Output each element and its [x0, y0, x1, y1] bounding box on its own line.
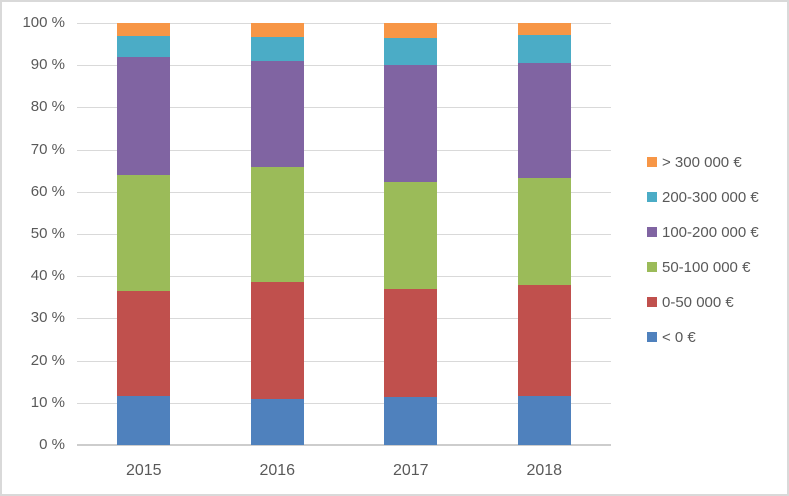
gridline-50 — [77, 234, 611, 235]
bar-segment-2017-50-100 000 € — [384, 182, 438, 289]
y-axis-tick-label: 20 % — [30, 351, 65, 369]
gridline-60 — [77, 191, 611, 193]
legend-color-marker — [647, 297, 657, 307]
legend-color-marker — [647, 227, 657, 237]
x-axis-label-2015: 2015 — [125, 462, 162, 479]
bar-segment-2017-< 0 € — [384, 396, 438, 445]
bar-column-2015 — [117, 23, 171, 445]
legend-item: 100-200 000 € — [647, 223, 759, 241]
y-axis-tick-label: 30 % — [30, 309, 65, 327]
legend-item-label: 0-50 000 € — [662, 293, 734, 311]
bar-segment-2017-0-50 000 € — [384, 288, 438, 397]
legend-color-marker — [647, 157, 657, 167]
bar-segment-2018-100-200 000 € — [517, 63, 571, 178]
y-axis-tick-label: 40 % — [30, 267, 65, 285]
gridline-40 — [77, 276, 611, 278]
y-axis-tick-label: 80 % — [30, 98, 65, 116]
y-axis-tick-label: 50 % — [30, 225, 65, 242]
plot-area — [77, 23, 611, 446]
bar-segment-2016-0-50 000 € — [250, 281, 304, 399]
legend-item-label: 50-100 000 € — [662, 258, 751, 276]
y-axis-tick-label: 90 % — [30, 56, 65, 74]
legend-item-label: < 0 € — [662, 328, 696, 346]
legend-item: 50-100 000 € — [647, 258, 759, 276]
gridline-20 — [77, 360, 611, 362]
bar-segment-2017-> 300 000 € — [384, 23, 438, 39]
bar-segment-2015-0-50 000 € — [117, 291, 171, 396]
x-axis-label-2016: 2016 — [259, 462, 296, 479]
x-axis-label-2018: 2018 — [526, 462, 563, 479]
y-axis-tick-label: 100 % — [22, 14, 65, 31]
legend-item: 0-50 000 € — [647, 293, 759, 311]
legend-item: < 0 € — [647, 328, 759, 346]
gridline-30 — [77, 318, 611, 320]
bar-column-2017 — [384, 23, 438, 445]
gridline-10 — [77, 402, 611, 404]
bar-segment-2018-200-300 000 € — [517, 34, 571, 64]
legend-item-label: > 300 000 € — [662, 153, 742, 171]
gridline-80 — [77, 107, 611, 109]
bar-segment-2017-200-300 000 € — [384, 38, 438, 66]
legend-item-label: 100-200 000 € — [662, 223, 759, 241]
bar-segment-2015-50-100 000 € — [117, 174, 171, 291]
bar-segment-2016-> 300 000 € — [250, 23, 304, 37]
y-axis-tick-label: 10 % — [30, 393, 65, 411]
bar-segment-2018-50-100 000 € — [517, 177, 571, 285]
bar-column-2016 — [250, 23, 304, 445]
bar-segment-2015-100-200 000 € — [117, 56, 171, 175]
legend-color-marker — [647, 262, 657, 272]
bar-column-2018 — [517, 23, 571, 445]
gridline-90 — [77, 65, 611, 67]
bar-segment-2018-< 0 € — [517, 395, 571, 445]
bar-segment-2016-50-100 000 € — [250, 166, 304, 282]
bar-segment-2016-< 0 € — [250, 398, 304, 445]
gridline-70 — [77, 149, 611, 151]
x-axis-label-2017: 2017 — [392, 462, 429, 479]
legend-color-marker — [647, 192, 657, 202]
legend-item: 200-300 000 € — [647, 188, 759, 206]
x-axis-line — [77, 444, 611, 446]
bar-segment-2016-100-200 000 € — [250, 61, 304, 167]
bar-segment-2018-> 300 000 € — [517, 23, 571, 35]
bar-segment-2015-200-300 000 € — [117, 35, 171, 57]
gridline-100 — [77, 23, 611, 24]
legend-item-label: 200-300 000 € — [662, 188, 759, 206]
legend-color-marker — [647, 332, 657, 342]
bar-segment-2016-200-300 000 € — [250, 36, 304, 61]
legend-item: > 300 000 € — [647, 153, 759, 171]
bar-segment-2017-100-200 000 € — [384, 65, 438, 183]
y-axis-tick-label: 0 % — [39, 436, 65, 453]
bar-segment-2015-> 300 000 € — [117, 23, 171, 36]
legend: > 300 000 € 200-300 000 € 100-200 000 € 50-… — [647, 153, 759, 363]
bar-segment-2015-< 0 € — [117, 395, 171, 445]
y-axis-tick-label: 70 % — [30, 140, 65, 158]
bar-segment-2018-0-50 000 € — [517, 284, 571, 396]
y-axis-tick-label: 60 % — [30, 182, 65, 200]
